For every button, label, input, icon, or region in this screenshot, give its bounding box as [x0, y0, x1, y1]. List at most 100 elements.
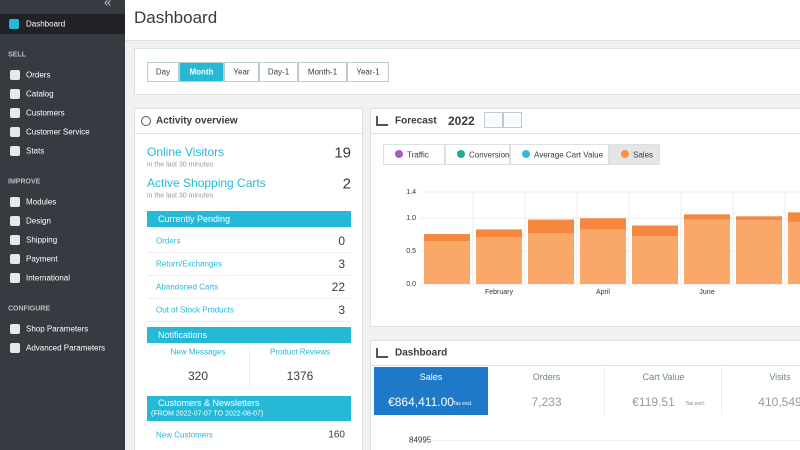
nav-item[interactable]: Customers	[26, 108, 65, 118]
legend-label: Conversion	[469, 150, 510, 160]
nav-item[interactable]: Customer Service	[26, 127, 90, 137]
kpi-label: Sales	[419, 372, 443, 382]
y-tick-label: 1.4	[406, 189, 416, 196]
legend-label: Average Cart Value	[534, 150, 604, 160]
row-label[interactable]: Abandoned Carts	[156, 282, 219, 292]
y-tick-label: 84995	[409, 435, 432, 445]
divider	[370, 133, 800, 134]
nav-item[interactable]: Payment	[26, 254, 58, 264]
stat-label: Active Shopping Carts	[147, 176, 266, 190]
period-label: Year	[233, 67, 250, 77]
period-button[interactable]	[347, 62, 389, 82]
nav-section: SELL	[8, 51, 26, 59]
icon	[10, 235, 20, 245]
active-item-bg	[0, 14, 125, 34]
nav-item[interactable]: International	[26, 273, 71, 283]
header	[125, 0, 800, 41]
nav-item[interactable]: Modules	[26, 197, 57, 207]
icon	[10, 273, 20, 283]
x-tick-label: April	[596, 289, 610, 296]
nav-item[interactable]: Design	[26, 216, 51, 226]
bar	[424, 234, 470, 242]
bar	[528, 219, 574, 234]
row-divider	[147, 321, 351, 322]
legend-item[interactable]	[510, 144, 609, 165]
kpi-note: Tax excl.	[685, 401, 705, 407]
row-value: 3	[338, 257, 345, 271]
row-label[interactable]: Orders	[156, 236, 181, 246]
section-header	[147, 211, 351, 227]
notification-value: 320	[187, 369, 209, 383]
period-button[interactable]	[259, 62, 298, 82]
kpi-label: Visits	[769, 372, 791, 382]
section-header	[147, 327, 351, 343]
nav-item[interactable]: Shop Parameters	[26, 324, 89, 334]
notification-label: Product Reviews	[269, 347, 331, 357]
bar	[580, 218, 626, 230]
legend-item[interactable]	[445, 144, 510, 165]
bar	[580, 229, 626, 284]
y-tick-label: 1.0	[406, 215, 416, 222]
row-divider	[147, 298, 351, 299]
y-tick-label: 0.5	[406, 248, 416, 255]
nav-item[interactable]: Shipping	[26, 235, 58, 245]
icon	[10, 89, 20, 99]
icon	[9, 19, 19, 29]
stat-label: Online Visitors	[147, 145, 225, 159]
bar	[736, 220, 782, 284]
panel-title: Forecast	[395, 115, 437, 127]
period-button[interactable]	[179, 62, 224, 82]
legend-label: Sales	[633, 150, 654, 160]
year: 2022	[448, 114, 475, 128]
section-subtitle: (FROM 2022-07-07 TO 2022-08-07)	[151, 410, 264, 418]
period-button[interactable]	[147, 62, 179, 82]
collapse-toggle[interactable]: «	[104, 0, 112, 10]
grid-line	[430, 440, 800, 441]
row-value: 0	[338, 234, 345, 248]
section-title: Customers & Newsletters	[158, 398, 260, 408]
clock-icon	[141, 116, 151, 126]
period-button[interactable]	[224, 62, 259, 82]
bar	[684, 214, 730, 220]
forecast-chart: 0.0 0.5 1.0 1.4 February April June	[406, 189, 800, 296]
period-label: Year-1	[356, 67, 380, 77]
kpi-box[interactable]	[605, 367, 722, 415]
bar	[476, 237, 522, 284]
row-label[interactable]: Out of Stock Products	[156, 305, 234, 315]
nav-section: CONFIGURE	[8, 305, 50, 313]
bar	[528, 233, 574, 284]
period-label: Day-1	[267, 67, 290, 77]
panel-title: Dashboard	[395, 347, 448, 359]
stat-value: 2	[342, 175, 351, 193]
nav-item[interactable]: Orders	[26, 70, 51, 80]
bar	[424, 241, 470, 284]
chart-icon	[376, 116, 388, 126]
row-value: 3	[338, 303, 345, 317]
legend-label: Traffic	[407, 150, 429, 160]
divider	[134, 133, 363, 134]
icon	[10, 324, 20, 334]
nav-item[interactable]: Stats	[26, 146, 45, 156]
next-button[interactable]	[503, 112, 522, 128]
nav-item[interactable]: Dashboard	[26, 19, 66, 29]
stat-value: 19	[334, 144, 351, 162]
legend-swatch	[522, 150, 530, 158]
legend-item[interactable]	[609, 144, 660, 165]
activity-panel	[134, 108, 363, 450]
kpi-box[interactable]	[488, 367, 605, 415]
nav-item[interactable]: Advanced Parameters	[26, 343, 106, 353]
icon	[10, 216, 20, 226]
kpi-box[interactable]	[374, 367, 488, 415]
prev-button[interactable]	[484, 112, 503, 128]
row-label[interactable]: New Customers	[156, 430, 213, 440]
row-label[interactable]: Return/Exchanges	[156, 259, 222, 269]
legend-item[interactable]	[383, 144, 445, 165]
x-tick-label: June	[699, 289, 714, 296]
bar	[736, 216, 782, 221]
section-header	[147, 396, 351, 421]
bar	[476, 229, 522, 238]
period-button[interactable]	[298, 62, 347, 82]
nav-item[interactable]: Catalog	[26, 89, 54, 99]
section-title: Currently Pending	[158, 214, 231, 224]
kpi-label: Orders	[532, 372, 561, 382]
